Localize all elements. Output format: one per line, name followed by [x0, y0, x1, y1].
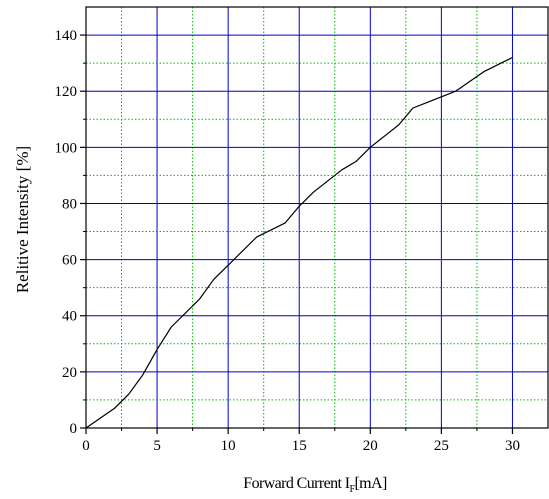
y-tick-label-20: 20: [62, 365, 77, 381]
x-tick-label-20: 20: [363, 438, 378, 454]
y-tick-label-0: 0: [70, 421, 78, 437]
y-tick-label-60: 60: [62, 253, 77, 269]
plot-area: [85, 56, 513, 429]
major-grid: [86, 7, 548, 428]
y-tick-label-100: 100: [55, 140, 78, 156]
y-tick-label-140: 140: [55, 28, 78, 44]
y-axis-title: Relitive Intensity [%]: [13, 146, 32, 293]
x-tick-label-10: 10: [221, 438, 236, 454]
x-axis-title-subscript: F: [349, 484, 355, 495]
data-line-0: [85, 56, 513, 429]
x-tick-label-25: 25: [434, 438, 449, 454]
x-axis-title-main: Forward Current I: [243, 475, 349, 492]
minor-grid: [86, 7, 548, 428]
x-tick-label-5: 5: [153, 438, 161, 454]
axis-ticks: [80, 34, 514, 434]
x-tick-label-0: 0: [82, 438, 90, 454]
x-axis-title-unit: [mA]: [354, 475, 387, 492]
x-axis-title: Forward Current IF[mA]: [243, 475, 387, 495]
x-tick-labels: 0 5 10 15 20 25 30: [82, 438, 520, 454]
plot-frame: [85, 6, 549, 429]
y-tick-labels: 0 20 40 60 80 100 120 140: [55, 28, 78, 437]
x-tick-label-15: 15: [292, 438, 307, 454]
y-tick-label-80: 80: [62, 196, 77, 212]
x-tick-label-30: 30: [505, 438, 520, 454]
y-tick-label-40: 40: [62, 309, 77, 325]
y-tick-label-120: 120: [55, 84, 78, 100]
